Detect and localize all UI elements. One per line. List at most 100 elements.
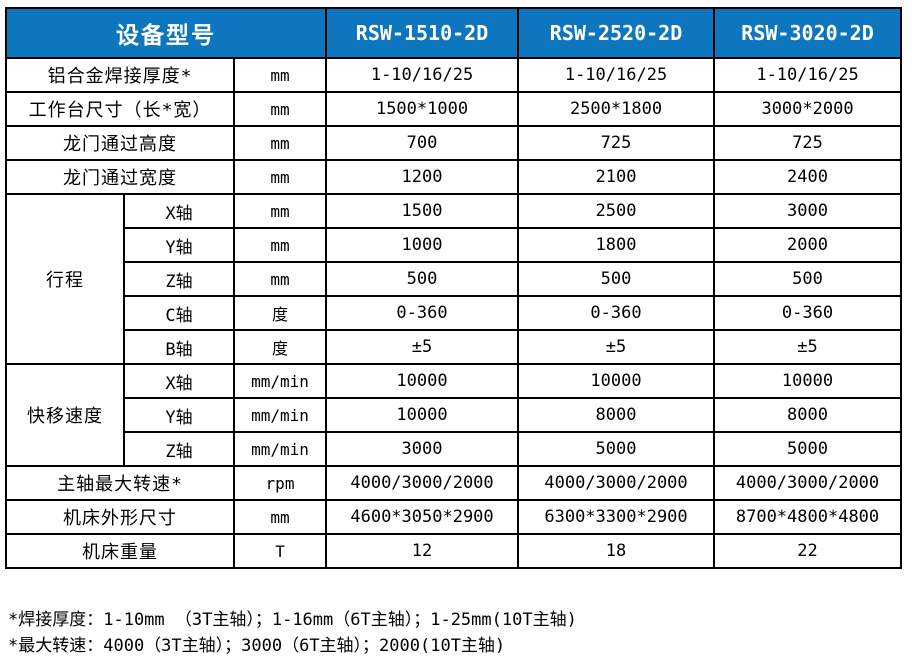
value-cell: 0-360: [517, 295, 716, 331]
unit-cell: 度: [232, 295, 328, 331]
value-cell: 8700*4800*4800: [713, 499, 903, 535]
table-row-speed-z: Z轴 mm/min 3000 5000 5000: [6, 431, 903, 467]
value-cell: 4600*3050*2900: [325, 499, 520, 535]
value-cell: 2000: [713, 227, 903, 263]
model-column-rsw-2520: RSW-2520-2D: [517, 7, 716, 59]
value-cell: 1500: [325, 193, 520, 229]
table-row-weld-thickness: 铝合金焊接厚度* mm 1-10/16/25 1-10/16/25 1-10/1…: [5, 57, 903, 93]
value-cell: 725: [517, 125, 716, 161]
unit-cell: mm: [232, 227, 328, 263]
table-row-stroke-x: 行程 X轴 mm 1500 2500 3000: [5, 193, 903, 365]
device-model-header: 设备型号: [4, 7, 328, 59]
value-cell: 1800: [517, 227, 716, 263]
value-cell: 4000/3000/2000: [713, 465, 903, 501]
table-row-stroke-y: Y轴 mm 1000 1800 2000: [6, 227, 903, 263]
value-cell: 1-10/16/25: [517, 57, 716, 93]
group-label-stroke: 行程: [5, 193, 125, 365]
row-label: 机床外形尺寸: [5, 499, 235, 535]
row-label: 工作台尺寸（长*宽）: [5, 91, 235, 127]
value-cell: 1500*1000: [325, 91, 520, 127]
value-cell: 0-360: [325, 295, 520, 331]
axis-label: C轴: [123, 295, 235, 331]
value-cell: 0-360: [713, 295, 903, 331]
row-label: 龙门通过高度: [5, 125, 235, 161]
unit-cell: T: [232, 533, 328, 569]
value-cell: ±5: [325, 329, 520, 365]
row-label: 铝合金焊接厚度*: [5, 57, 235, 93]
value-cell: 1000: [325, 227, 520, 263]
model-column-rsw-1510: RSW-1510-2D: [325, 7, 520, 59]
value-cell: 3000*2000: [713, 91, 903, 127]
value-cell: 10000: [517, 363, 716, 399]
unit-cell: mm: [232, 499, 328, 535]
footnotes-block: *焊接厚度：1-10mm （3T主轴）；1-16mm（6T主轴）；1-25mm(…: [8, 607, 577, 659]
table-row-spindle-speed: 主轴最大转速* rpm 4000/3000/2000 4000/3000/200…: [5, 465, 903, 501]
value-cell: 500: [325, 261, 520, 297]
unit-cell: mm/min: [232, 431, 328, 467]
value-cell: 3000: [713, 193, 903, 229]
value-cell: 22: [713, 533, 903, 569]
unit-cell: mm: [232, 261, 328, 297]
model-column-rsw-3020: RSW-3020-2D: [713, 7, 903, 59]
value-cell: 2500*1800: [517, 91, 716, 127]
table-header-row: 设备型号 RSW-1510-2D RSW-2520-2D RSW-3020-2D: [4, 7, 903, 59]
row-label: 主轴最大转速*: [5, 465, 235, 501]
value-cell: 10000: [713, 363, 903, 399]
value-cell: 1200: [325, 159, 520, 195]
unit-cell: mm: [232, 125, 328, 161]
value-cell: 500: [713, 261, 903, 297]
value-cell: 2400: [713, 159, 903, 195]
value-cell: 4000/3000/2000: [517, 465, 716, 501]
value-cell: 1-10/16/25: [713, 57, 903, 93]
axis-label: B轴: [123, 329, 235, 365]
row-label: 机床重量: [5, 533, 235, 569]
group-label-rapid-speed: 快移速度: [5, 363, 125, 467]
table-row-gantry-width: 龙门通过宽度 mm 1200 2100 2400: [5, 159, 903, 195]
row-label: 龙门通过宽度: [5, 159, 235, 195]
value-cell: 700: [325, 125, 520, 161]
unit-cell: mm: [232, 57, 328, 93]
unit-cell: 度: [232, 329, 328, 365]
footnote-max-speed: *最大转速：4000（3T主轴）；3000（6T主轴）；2000(10T主轴): [8, 636, 506, 656]
value-cell: 2100: [517, 159, 716, 195]
value-cell: 500: [517, 261, 716, 297]
spec-table: 设备型号 RSW-1510-2D RSW-2520-2D RSW-3020-2D…: [4, 7, 903, 569]
value-cell: 12: [325, 533, 520, 569]
value-cell: 1-10/16/25: [325, 57, 520, 93]
unit-cell: mm: [232, 91, 328, 127]
value-cell: 10000: [325, 397, 520, 433]
value-cell: 5000: [517, 431, 716, 467]
unit-cell: mm/min: [232, 363, 328, 399]
value-cell: 6300*3300*2900: [517, 499, 716, 535]
value-cell: 10000: [325, 363, 520, 399]
value-cell: ±5: [517, 329, 716, 365]
table-row-gantry-height: 龙门通过高度 mm 700 725 725: [5, 125, 903, 161]
unit-cell: mm/min: [232, 397, 328, 433]
value-cell: 18: [517, 533, 716, 569]
value-cell: ±5: [713, 329, 903, 365]
value-cell: 3000: [325, 431, 520, 467]
unit-cell: rpm: [232, 465, 328, 501]
value-cell: 8000: [713, 397, 903, 433]
unit-cell: mm: [232, 159, 328, 195]
axis-label: X轴: [123, 363, 235, 399]
value-cell: 725: [713, 125, 903, 161]
value-cell: 2500: [517, 193, 716, 229]
axis-label: X轴: [123, 193, 235, 229]
footnote-weld-thickness: *焊接厚度：1-10mm （3T主轴）；1-16mm（6T主轴）；1-25mm(…: [8, 610, 577, 630]
value-cell: 4000/3000/2000: [325, 465, 520, 501]
table-row-speed-y: Y轴 mm/min 10000 8000 8000: [6, 397, 903, 433]
value-cell: 5000: [713, 431, 903, 467]
axis-label: Y轴: [123, 227, 235, 263]
table-row-machine-dimensions: 机床外形尺寸 mm 4600*3050*2900 6300*3300*2900 …: [5, 499, 903, 535]
axis-label: Y轴: [123, 397, 235, 433]
table-row-worktable-size: 工作台尺寸（长*宽） mm 1500*1000 2500*1800 3000*2…: [5, 91, 903, 127]
table-row-stroke-b: B轴 度 ±5 ±5 ±5: [6, 329, 903, 365]
table-row-stroke-c: C轴 度 0-360 0-360 0-360: [6, 295, 903, 331]
value-cell: 8000: [517, 397, 716, 433]
table-row-machine-weight: 机床重量 T 12 18 22: [5, 533, 903, 569]
table-row-stroke-z: Z轴 mm 500 500 500: [6, 261, 903, 297]
axis-label: Z轴: [123, 431, 235, 467]
table-row-speed-x: 快移速度 X轴 mm/min 10000 10000 10000: [5, 363, 903, 467]
